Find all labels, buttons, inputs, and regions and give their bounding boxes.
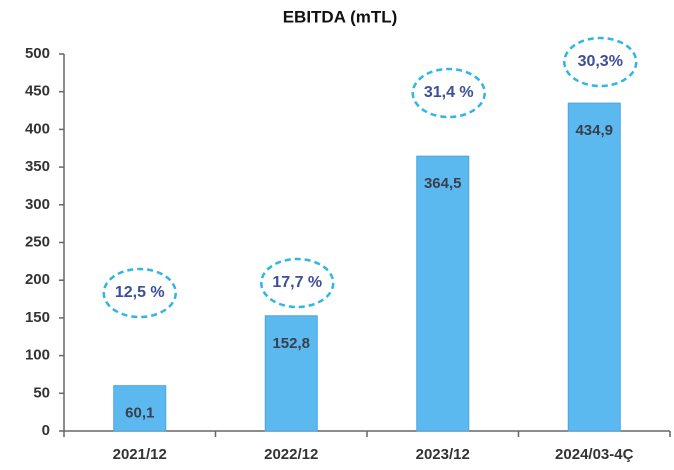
- annotation-ellipse: [563, 36, 638, 88]
- y-tick-label: 500: [25, 45, 50, 62]
- chart-title: EBITDA (mTL): [283, 7, 398, 26]
- annotation: 12,5 %: [115, 284, 165, 301]
- y-tick-label: 250: [25, 233, 50, 250]
- y-tick-label: 450: [25, 83, 50, 100]
- value-label: 60,1: [125, 405, 154, 422]
- x-tick-label: 2024/03-4Ç: [555, 446, 634, 463]
- annotation-ellipse: [411, 67, 486, 119]
- value-label: 364,5: [424, 175, 462, 192]
- x-tick-label: 2023/12: [416, 446, 470, 463]
- y-tick-label: 350: [25, 158, 50, 175]
- annotation: 31,4 %: [424, 84, 474, 101]
- y-tick-label: 100: [25, 347, 50, 364]
- x-tick-label: 2021/12: [113, 446, 167, 463]
- bar: [567, 102, 621, 432]
- y-tick-label: 50: [33, 384, 50, 401]
- annotation-ellipse: [260, 257, 335, 309]
- annotation: 30,3%: [578, 53, 623, 70]
- y-tick-label: 200: [25, 271, 50, 288]
- value-label: 152,8: [272, 335, 310, 352]
- y-tick-label: 0: [42, 422, 50, 439]
- annotation-ellipse: [102, 267, 177, 319]
- y-tick-label: 300: [25, 196, 50, 213]
- bar: [264, 315, 318, 432]
- annotation: 17,7 %: [272, 274, 322, 291]
- y-tick-label: 150: [25, 309, 50, 326]
- y-tick-label: 400: [25, 120, 50, 137]
- value-label: 434,9: [575, 122, 613, 139]
- bar: [416, 155, 470, 432]
- bar: [113, 385, 167, 432]
- x-tick-label: 2022/12: [264, 446, 318, 463]
